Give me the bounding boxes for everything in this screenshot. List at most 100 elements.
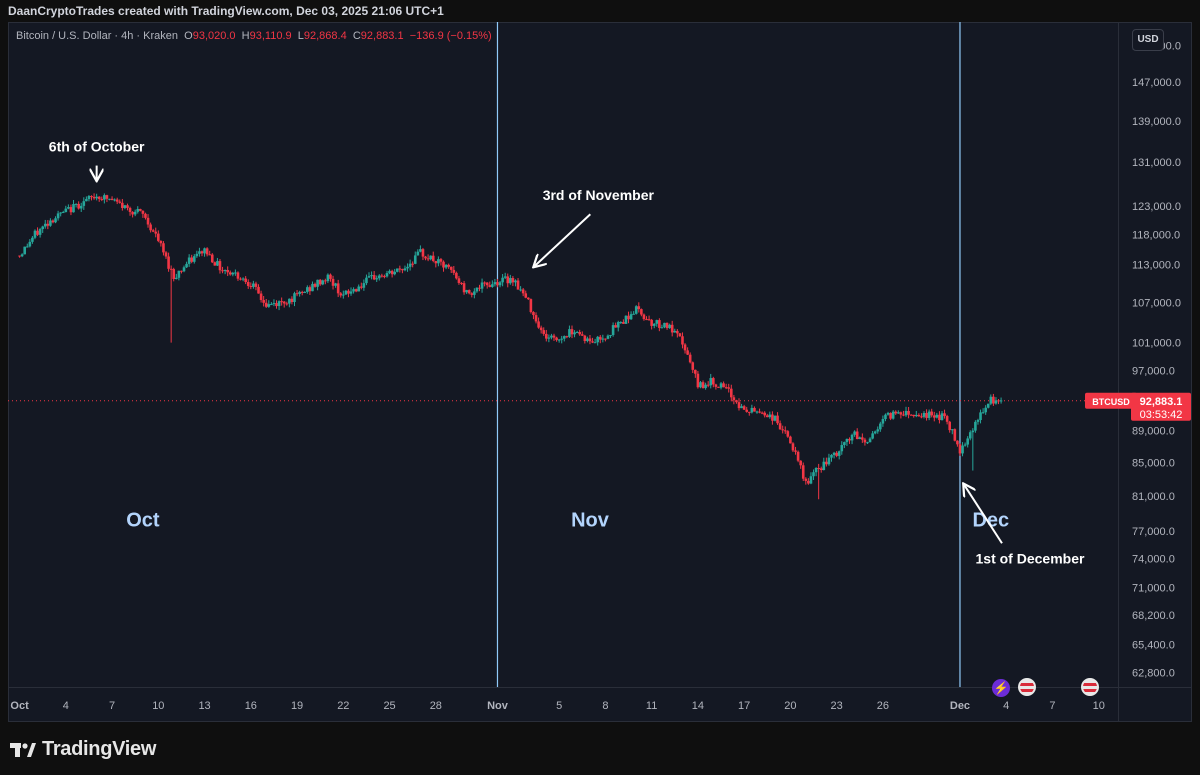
candle-body [149, 224, 152, 231]
candle-body [516, 280, 520, 290]
candle-body [971, 430, 975, 433]
candle-body [339, 293, 343, 296]
candle-body [401, 269, 404, 271]
annotation-arrow [534, 213, 591, 266]
candle-body [370, 275, 373, 277]
candle-body [598, 336, 602, 340]
candle-body [866, 442, 869, 444]
candle-body [837, 451, 841, 456]
candle-body [54, 218, 57, 223]
candle-body [663, 322, 666, 328]
candle-body [755, 411, 759, 413]
tradingview-logo[interactable]: TradingView [10, 738, 156, 761]
candle-body [858, 437, 862, 440]
candle-body [627, 315, 630, 320]
candle-body [169, 268, 173, 270]
candle-body [344, 290, 348, 295]
candle-body [67, 207, 70, 209]
candle-body [776, 415, 779, 424]
bolt-event-icon[interactable]: ⚡ [992, 679, 1010, 697]
us-flag-event-icon[interactable] [1018, 678, 1036, 696]
currency-button[interactable]: USD [1132, 29, 1164, 51]
candle-body [758, 411, 761, 413]
candle-body [455, 272, 458, 279]
candle-body [902, 414, 905, 416]
y-tick-label: 89,000.0 [1132, 425, 1175, 437]
candle-body [331, 278, 335, 286]
annotation-label: 3rd of November [543, 187, 655, 203]
candle-body [318, 279, 322, 285]
y-tick-label: 68,200.0 [1132, 610, 1175, 622]
candle-body [503, 276, 507, 278]
candle-body [722, 383, 725, 388]
candle-body [773, 415, 777, 421]
us-flag-event-icon[interactable] [1081, 678, 1099, 696]
candle-body [935, 414, 939, 418]
candle-body [362, 283, 366, 288]
candle-body [157, 233, 160, 241]
candle-body [192, 256, 196, 262]
y-tick-label: 85,000.0 [1132, 457, 1175, 469]
y-tick-label: 118,000.0 [1132, 230, 1180, 242]
candle-body [848, 438, 851, 441]
candle-body [637, 306, 641, 310]
candle-body [676, 330, 679, 334]
candlestick-chart[interactable]: 155,000.0147,000.0139,000.0131,000.0123,… [8, 22, 1192, 722]
y-tick-label: 71,000.0 [1132, 582, 1175, 594]
candle-body [948, 421, 952, 431]
candle-body [200, 251, 204, 254]
candle-body [771, 414, 774, 421]
candle-body [912, 414, 916, 417]
x-tick-label: Dec [950, 700, 970, 712]
symbol-label[interactable]: Bitcoin / U.S. Dollar · 4h · Kraken [16, 30, 179, 42]
candle-body [568, 329, 571, 337]
candle-body [658, 320, 661, 328]
candle-body [218, 261, 222, 271]
candle-body [226, 269, 229, 273]
x-tick-label: Oct [10, 700, 29, 712]
candle-body [349, 291, 353, 294]
candle-body [121, 202, 124, 208]
candle-body [377, 275, 381, 279]
candle-body [832, 452, 836, 455]
candle-body [909, 414, 913, 416]
candle-body [285, 303, 289, 305]
candle-body [891, 411, 895, 419]
candle-body [550, 335, 553, 338]
candle-body [187, 257, 191, 264]
candle-body [190, 257, 194, 262]
candle-body [64, 208, 68, 213]
candle-body [82, 201, 86, 206]
candle-body [688, 354, 692, 363]
candle-body [141, 210, 145, 214]
y-tick-label: 139,000.0 [1132, 116, 1181, 128]
candle-body [59, 212, 62, 214]
candle-body [984, 407, 987, 413]
y-tick-label: 107,000.0 [1132, 298, 1181, 310]
candle-body [295, 293, 299, 295]
candle-body [920, 416, 923, 418]
candle-body [326, 274, 330, 282]
candle-body [804, 478, 808, 481]
candle-body [236, 272, 240, 279]
candle-body [783, 430, 787, 432]
candle-body [465, 290, 468, 293]
candle-body [434, 260, 438, 264]
y-tick-label: 65,400.0 [1132, 639, 1175, 651]
candle-body [151, 230, 155, 232]
candle-body [257, 286, 260, 294]
x-tick-label: 20 [784, 700, 796, 712]
candle-body [311, 283, 314, 292]
candle-body [588, 338, 592, 342]
candle-body [897, 412, 900, 414]
y-tick-label: 131,000.0 [1132, 157, 1181, 169]
candle-body [100, 198, 104, 200]
candle-body [498, 282, 502, 286]
y-tick-label: 147,000.0 [1132, 77, 1181, 89]
close-label: C [352, 30, 361, 42]
candle-body [87, 196, 91, 200]
candle-body [881, 418, 885, 424]
candle-body [105, 195, 109, 199]
candle-body [177, 270, 181, 278]
candle-body [403, 268, 407, 271]
